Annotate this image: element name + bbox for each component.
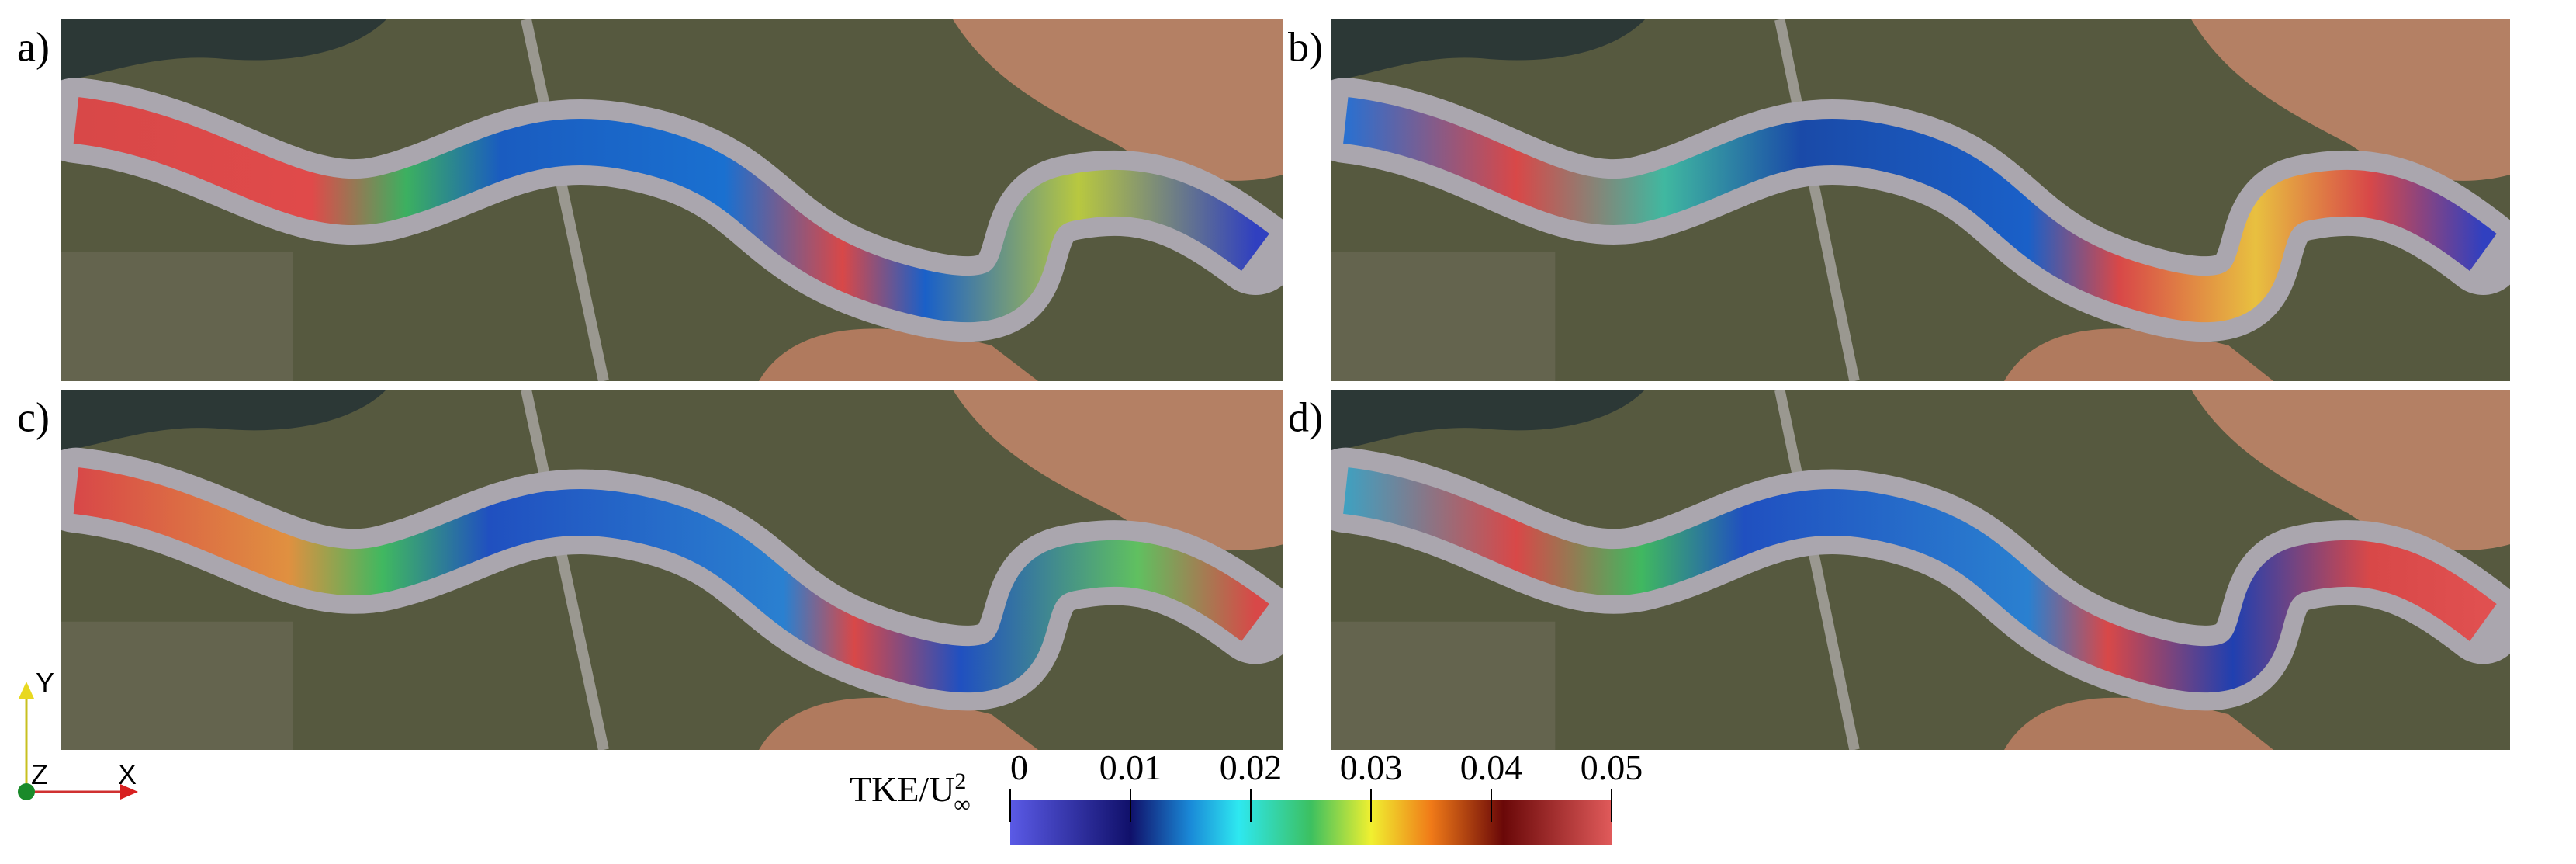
panel-label: a) <box>17 23 50 70</box>
panel-label: c) <box>17 394 50 440</box>
colorbar-title-main: TKE/U <box>850 769 954 809</box>
axis-z-label: Z <box>31 758 48 790</box>
axis-y-label: Y <box>36 667 54 699</box>
panel-a: a) <box>17 19 1283 381</box>
colorbar-scale <box>1010 800 1612 845</box>
axis-x-label: X <box>118 758 137 790</box>
colorbar-title: TKE/U2 ∞ <box>850 769 971 817</box>
panel-label: d) <box>1288 394 1323 440</box>
colorbar-title-sup: 2 <box>954 769 966 794</box>
colorbar-tick-label: 0.04 <box>1460 748 1523 787</box>
colorbar-tick-label: 0.02 <box>1220 748 1283 787</box>
panel-d: d) <box>1288 390 2510 750</box>
colorbar-tick-label: 0.01 <box>1099 748 1162 787</box>
panel-label: b) <box>1288 23 1323 70</box>
colorbar-tick-label: 0 <box>1010 748 1028 787</box>
colorbar-tick-label: 0.03 <box>1340 748 1403 787</box>
colorbar: TKE/U2 ∞ 0 0.01 0.02 0.03 0.04 0.05 <box>850 748 1643 845</box>
axes-triad: Y Z X <box>18 667 138 800</box>
colorbar-tick-label: 0.05 <box>1581 748 1643 787</box>
colorbar-title-sub: ∞ <box>954 792 970 817</box>
panel-b: b) <box>1288 19 2510 381</box>
panel-c: c) <box>17 390 1283 750</box>
